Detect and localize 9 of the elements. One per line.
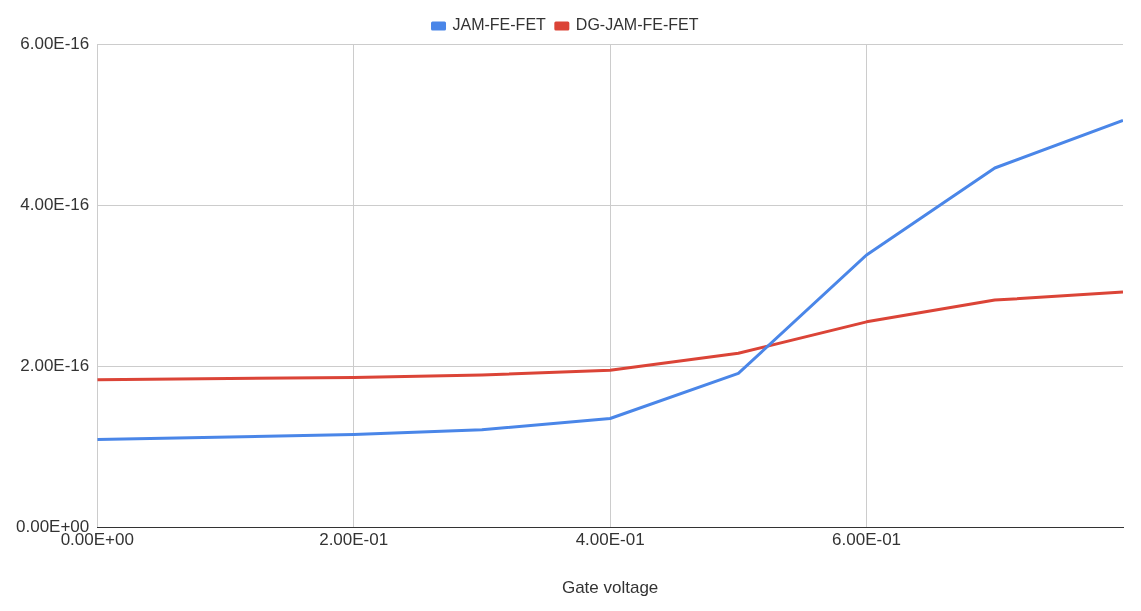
legend-label: DG-JAM-FE-FET: [575, 16, 699, 34]
x-tick-label: 2.00E-01: [319, 530, 389, 550]
x-tick-label: 4.00E-01: [575, 530, 645, 550]
y-tick-label: 4.00E-16: [20, 194, 90, 214]
x-axis-title: Gate voltage: [561, 578, 659, 598]
legend-label: JAM-FE-FET: [452, 16, 547, 34]
y-tick-label: 2.00E-16: [20, 355, 90, 375]
y-tick-label: 6.00E-16: [20, 33, 90, 53]
x-tick-label: 6.00E-01: [832, 530, 902, 550]
